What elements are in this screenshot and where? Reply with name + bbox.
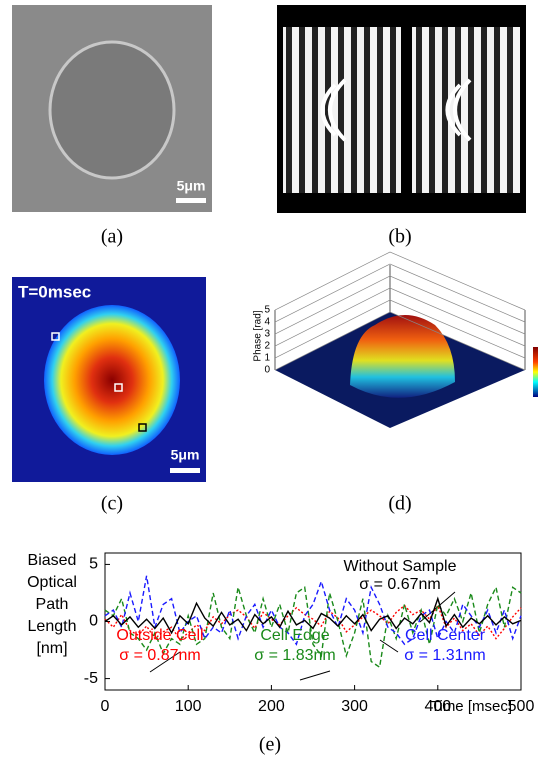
panel-c: T=0msec 5μm (c) [12, 277, 206, 515]
y-axis-label: Path [36, 596, 69, 613]
scale-text: 5μm [177, 178, 206, 194]
scale-text: 5μm [171, 447, 200, 463]
hologram [283, 27, 401, 193]
colorbar [533, 347, 538, 397]
series-name: Without Sample [344, 558, 457, 575]
y-axis-label: Optical [27, 574, 77, 591]
hologram [412, 27, 520, 193]
y-axis-label: Biased [28, 552, 77, 569]
panel-label: (c) [101, 493, 123, 515]
x-tick-label: 100 [175, 698, 202, 715]
x-tick-label: 0 [101, 698, 110, 715]
x-tick-label: 300 [341, 698, 368, 715]
cell-map [44, 305, 180, 455]
z-tick-label: 3 [264, 329, 270, 340]
series-name: Cell Center [405, 627, 486, 644]
panel-b: (b) [277, 5, 526, 248]
z-axis-label: Phase [rad] [253, 310, 264, 361]
cell [50, 42, 174, 178]
z-tick-label: 5 [264, 305, 270, 316]
x-tick-label: 500 [508, 698, 535, 715]
series-sigma: σ = 0.87nm [119, 647, 200, 664]
y-tick-label: 5 [89, 556, 98, 573]
panel-label: (b) [388, 226, 411, 248]
scale-bar [170, 468, 200, 473]
series-name: Outside Cell [116, 627, 203, 644]
panel-label: (a) [101, 226, 123, 248]
y-axis-label: Length [28, 618, 77, 635]
panel-e: (e) Time [msec] BiasedOpticalPathLength[… [27, 552, 534, 755]
series-sigma: σ = 1.83nm [254, 647, 335, 664]
grid-line [275, 264, 525, 322]
series-name: Cell Edge [260, 627, 329, 644]
x-tick-label: 400 [424, 698, 451, 715]
y-axis-label: [nm] [36, 640, 67, 657]
figure: 5μm (a) (b) T=0msec 5μm (c) Phase [rad] … [0, 0, 541, 768]
panel-label: (e) [259, 734, 281, 756]
time-label: T=0msec [18, 282, 91, 301]
panel-label: (d) [388, 493, 411, 515]
z-tick-label: 0 [264, 365, 270, 376]
y-tick-label: -5 [84, 670, 98, 687]
z-tick-label: 4 [264, 317, 270, 328]
x-tick-label: 200 [258, 698, 285, 715]
panel-a: 5μm (a) [12, 5, 212, 248]
series-sigma: σ = 0.67nm [359, 576, 440, 593]
y-tick-label: 0 [89, 613, 98, 630]
series-sigma: σ = 1.31nm [404, 647, 485, 664]
grid-line [275, 252, 525, 310]
z-tick-label: 1 [264, 353, 270, 364]
scale-bar [176, 198, 206, 203]
z-tick-label: 2 [264, 341, 270, 352]
